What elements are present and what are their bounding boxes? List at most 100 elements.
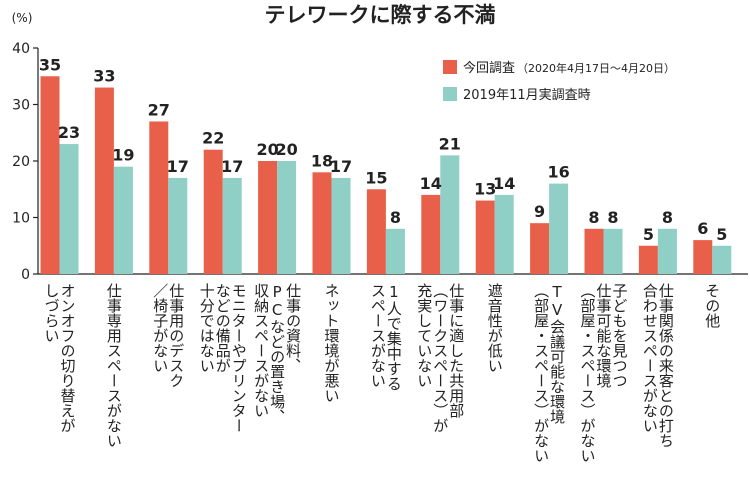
bar-current xyxy=(638,245,658,274)
bar-current xyxy=(149,121,169,274)
bar-value-label: 6 xyxy=(697,219,708,238)
bar-2019 xyxy=(549,183,569,274)
category-label: TV会議可能な環境（部屋・スペース）がない xyxy=(532,283,566,463)
bar-2019 xyxy=(440,155,460,274)
category-label-line: などの備品が xyxy=(214,283,232,373)
legend-label-2019: 2019年11月実調査時 xyxy=(463,87,591,103)
bar-current xyxy=(94,87,114,274)
y-tick-label: 30 xyxy=(12,98,30,114)
bar-current xyxy=(421,194,441,274)
bar-2019 xyxy=(277,161,297,274)
category-label: 仕事の資料、PCなどの置き場、収納スペースがない xyxy=(252,283,302,424)
category-label-line: 仕事関係の来客との打ち xyxy=(657,283,675,448)
category-label-line: 仕事可能な環境 xyxy=(595,283,613,389)
legend-swatch-2019 xyxy=(443,87,457,101)
bar-value-label: 20 xyxy=(256,140,278,159)
category-label-line: スペースがない xyxy=(369,283,387,388)
bar-value-label: 9 xyxy=(534,202,545,221)
bar-current xyxy=(366,189,386,274)
category-label: 仕事専用スペースがない xyxy=(105,283,123,448)
y-axis-unit-label: (%) xyxy=(12,11,33,25)
category-label-line: 仕事に適した共用部 xyxy=(447,283,465,418)
bar-2019 xyxy=(712,245,732,274)
bar-value-label: 8 xyxy=(662,208,673,227)
bar-value-label: 19 xyxy=(112,146,134,165)
bar-current xyxy=(203,149,223,274)
bar-value-label: 18 xyxy=(311,151,333,170)
bar-value-label: 8 xyxy=(588,208,599,227)
bar-value-label: 13 xyxy=(474,180,496,199)
category-label-line: （部屋・スペース）がない xyxy=(579,283,597,463)
bar-value-label: 23 xyxy=(58,123,80,142)
bar-value-label: 14 xyxy=(493,174,515,193)
bar-2019 xyxy=(113,166,133,274)
bar-current xyxy=(693,240,713,274)
bar-value-label: 17 xyxy=(330,157,352,176)
category-label-line: ／椅子がない xyxy=(151,283,169,373)
bar-value-label: 5 xyxy=(716,225,727,244)
bar-value-label: 14 xyxy=(420,174,442,193)
category-label-line: 仕事の資料、 xyxy=(284,283,302,373)
bar-value-label: 35 xyxy=(39,55,61,74)
bar-2019 xyxy=(168,177,188,274)
bar-value-label: 17 xyxy=(221,157,243,176)
category-label: その他 xyxy=(703,283,721,329)
category-label-line: 仕事用のデスク xyxy=(167,283,185,388)
bar-2019 xyxy=(331,177,351,274)
bar-current xyxy=(530,223,550,274)
category-label-line: 仕事専用スペースがない xyxy=(105,283,123,448)
bar-value-label: 17 xyxy=(167,157,189,176)
chart-title: テレワークに際する不満 xyxy=(265,3,496,27)
y-axis-ticks: 0 10 20 30 40 xyxy=(12,41,38,283)
bar-2019 xyxy=(59,144,79,274)
legend-label-current: 今回調査 （2020年4月17日〜4月20日） xyxy=(463,60,675,76)
bar-2019 xyxy=(494,194,514,274)
bar-current xyxy=(258,161,278,274)
bar-2019 xyxy=(603,228,623,274)
bar-value-label: 16 xyxy=(547,163,569,182)
bar-series-group xyxy=(40,76,732,274)
legend-swatch-current xyxy=(443,60,457,74)
category-label: 仕事用のデスク／椅子がない xyxy=(151,283,185,388)
bar-current xyxy=(584,228,604,274)
category-label: ネット環境が悪い xyxy=(323,283,341,403)
category-label-line: 子どもを見つつ xyxy=(611,283,629,388)
y-tick-label: 0 xyxy=(21,267,30,283)
category-label-line: PCなどの置き場、 xyxy=(268,283,286,424)
category-label-line: モニターやプリンター xyxy=(230,283,248,433)
category-label-line: （部屋・スペース）がない xyxy=(532,283,550,463)
category-label-line: オンオフの切り替えが xyxy=(59,283,77,433)
bar-value-label: 5 xyxy=(643,225,654,244)
bar-value-label: 8 xyxy=(390,208,401,227)
y-tick-label: 40 xyxy=(12,41,30,57)
bar-value-label: 21 xyxy=(439,134,461,153)
bar-value-label: 33 xyxy=(93,67,115,86)
category-label-line: 充実していない xyxy=(415,283,433,388)
bar-value-label: 22 xyxy=(202,129,224,148)
bar-2019 xyxy=(657,228,677,274)
category-label-line: 十分ではない xyxy=(198,283,216,373)
category-label-line: その他 xyxy=(703,283,721,329)
bar-value-label: 27 xyxy=(148,100,170,119)
y-tick-label: 20 xyxy=(12,154,30,170)
bar-current xyxy=(312,172,332,274)
category-label-line: ネット環境が悪い xyxy=(323,283,341,403)
category-label-line: TV会議可能な環境 xyxy=(548,283,566,425)
y-tick-label: 10 xyxy=(12,211,30,227)
bar-value-label: 8 xyxy=(607,208,618,227)
bar-current xyxy=(475,200,495,274)
bar-2019 xyxy=(385,228,405,274)
legend: 今回調査 （2020年4月17日〜4月20日） 2019年11月実調査時 xyxy=(443,60,675,103)
category-label: 遮音性が低い xyxy=(486,283,504,373)
category-label-line: （ワークスペース）が xyxy=(431,283,449,433)
category-label-line: 遮音性が低い xyxy=(486,283,504,373)
category-label-line: 合わせスペースがない xyxy=(641,283,659,433)
